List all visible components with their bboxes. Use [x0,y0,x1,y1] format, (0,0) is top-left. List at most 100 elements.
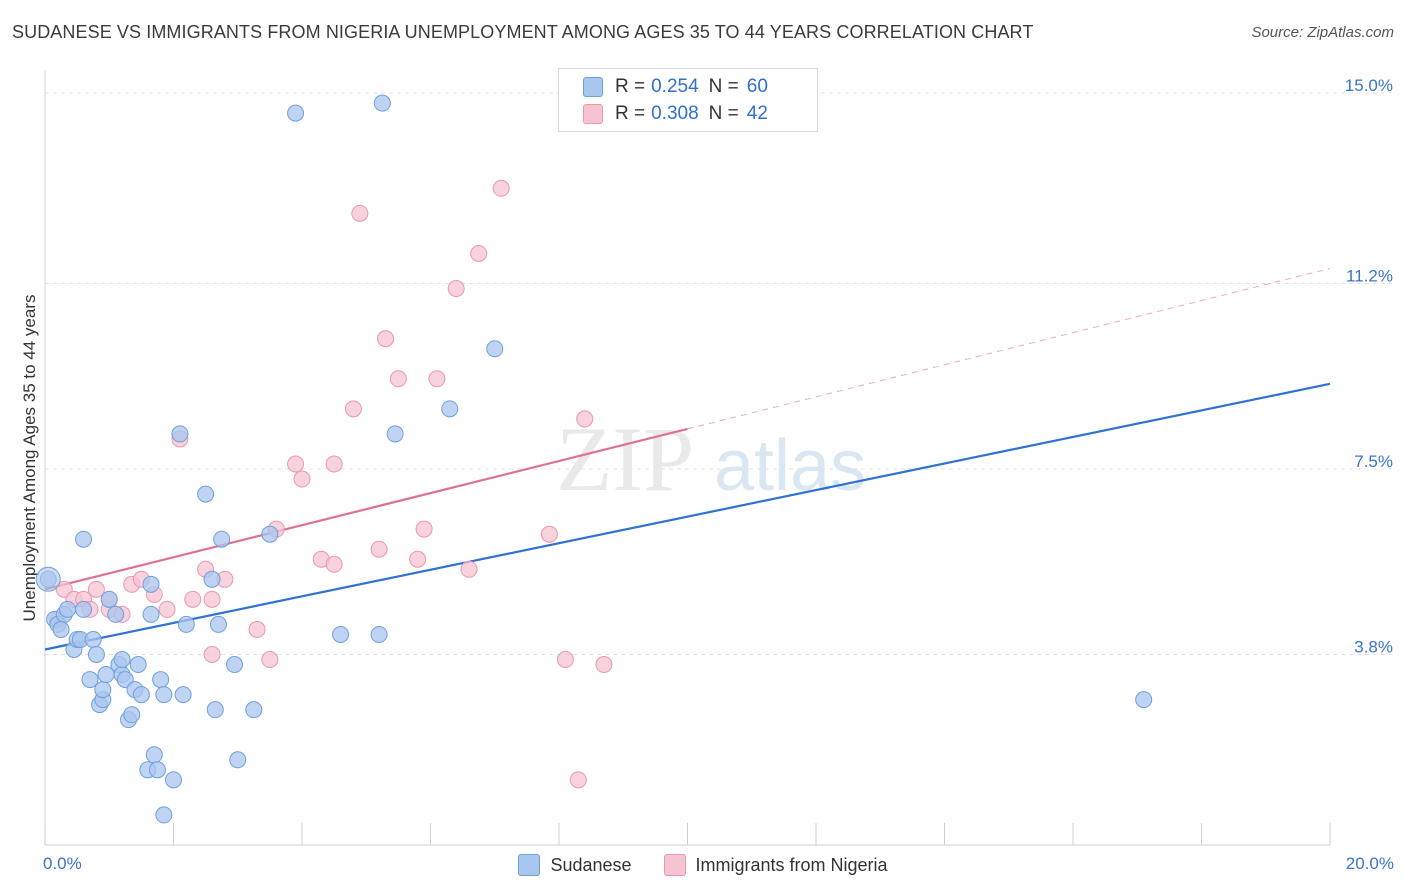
sudanese-point [206,701,224,719]
sudanese-point [129,656,147,674]
sudanese-point [177,615,195,633]
axes [44,70,1331,846]
nigeria-point [569,771,587,789]
legend-swatch-blue [583,77,603,97]
nigeria-point [261,651,279,669]
legend-swatch-pink [583,104,603,124]
sudanese-point [52,620,70,638]
sudanese-point [197,485,215,503]
sudanese-point [132,686,150,704]
sudanese-point [441,400,459,418]
legend-swatch-pink [663,854,686,876]
sudanese-point [145,746,163,764]
sudanese-point [386,425,404,443]
nigeria-point [460,560,478,578]
n-value: 42 [746,103,768,124]
sudanese-point [155,806,173,824]
sudanese-point [370,625,388,643]
legend-row-sudanese: R = 0.254 N = 60 [583,75,768,99]
y-tick-label: 3.8% [1354,638,1393,657]
legend-label: Immigrants from Nigeria [695,854,888,875]
nigeria-point [492,179,510,197]
nigeria-point [576,410,594,428]
sudanese-point [142,605,160,623]
sudanese-point [84,630,102,648]
nigeria-trend-extension [687,268,1331,430]
data-points [35,94,1153,824]
legend-row-nigeria: R = 0.308 N = 42 [583,102,768,126]
nigeria-point [351,204,369,222]
watermark: ZIP atlas [556,408,866,510]
n-label: N = [708,76,739,97]
gridlines [45,92,1392,656]
y-tick-label: 11.2% [1346,267,1393,286]
n-label: N = [708,103,739,124]
sudanese-point [123,706,141,724]
sudanese-point [332,625,350,643]
legend-label: Sudanese [550,854,632,875]
sudanese-point [245,701,263,719]
sudanese-point [94,681,112,699]
watermark-atlas: atlas [714,426,866,506]
watermark-zip: ZIP [556,408,694,510]
r-label: R = [615,103,646,124]
sudanese-point [58,600,76,618]
nigeria-point [293,470,311,488]
nigeria-point [447,280,465,298]
nigeria-point [470,244,488,262]
r-value: 0.308 [651,103,699,124]
trend-lines [44,268,1331,651]
x-tick-label: 0.0% [43,854,82,873]
sudanese-point [75,530,93,548]
sudanese-point [171,425,189,443]
sudanese-point [87,646,105,664]
sudanese-point [287,104,305,122]
correlation-legend: R = 0.254 N = 60 R = 0.308 N = 42 [558,68,818,132]
source-label: Source: ZipAtlas.com [1251,24,1394,41]
sudanese-trend-line [44,382,1331,651]
sudanese-point [209,615,227,633]
sudanese-point [113,651,131,669]
sudanese-point [373,94,391,112]
nigeria-point [248,620,266,638]
nigeria-point [595,656,613,674]
sudanese-point [75,600,93,618]
sudanese-point [1135,691,1153,709]
x-tick-label: 20.0% [1346,854,1394,873]
sudanese-point [165,771,182,789]
nigeria-point [428,370,446,388]
chart-title: SUDANESE VS IMMIGRANTS FROM NIGERIA UNEM… [12,22,1034,42]
n-value: 60 [746,76,768,97]
y-tick-label: 7.5% [1354,452,1393,471]
nigeria-trend-line [44,427,688,591]
nigeria-point [158,600,176,618]
sudanese-point [100,590,118,608]
sudanese-point [203,570,221,588]
sudanese-point [229,751,247,769]
sudanese-point [107,605,125,623]
sudanese-point [148,761,166,779]
sudanese-point [213,530,231,548]
nigeria-point [409,550,427,568]
sudanese-point [226,656,244,674]
sudanese-point [142,575,160,593]
nigeria-point [203,590,221,608]
legend-swatch-blue [518,854,541,876]
sudanese-point [486,340,504,358]
nigeria-point [184,590,202,608]
nigeria-point [325,555,343,573]
nigeria-point [540,525,558,543]
sudanese-point [174,686,192,704]
r-label: R = [615,76,646,97]
legend-item-nigeria: Immigrants from Nigeria [663,854,888,876]
nigeria-point [203,646,221,664]
nigeria-point [377,330,395,348]
nigeria-point [344,400,362,418]
r-value: 0.254 [651,76,699,97]
nigeria-point [556,651,574,669]
sudanese-point [35,566,61,592]
sudanese-point [81,671,99,689]
legend-item-sudanese: Sudanese [518,854,632,876]
tick-labels: 3.8% 7.5% 11.2% 15.0% 0.0% 20.0% [43,76,1394,873]
